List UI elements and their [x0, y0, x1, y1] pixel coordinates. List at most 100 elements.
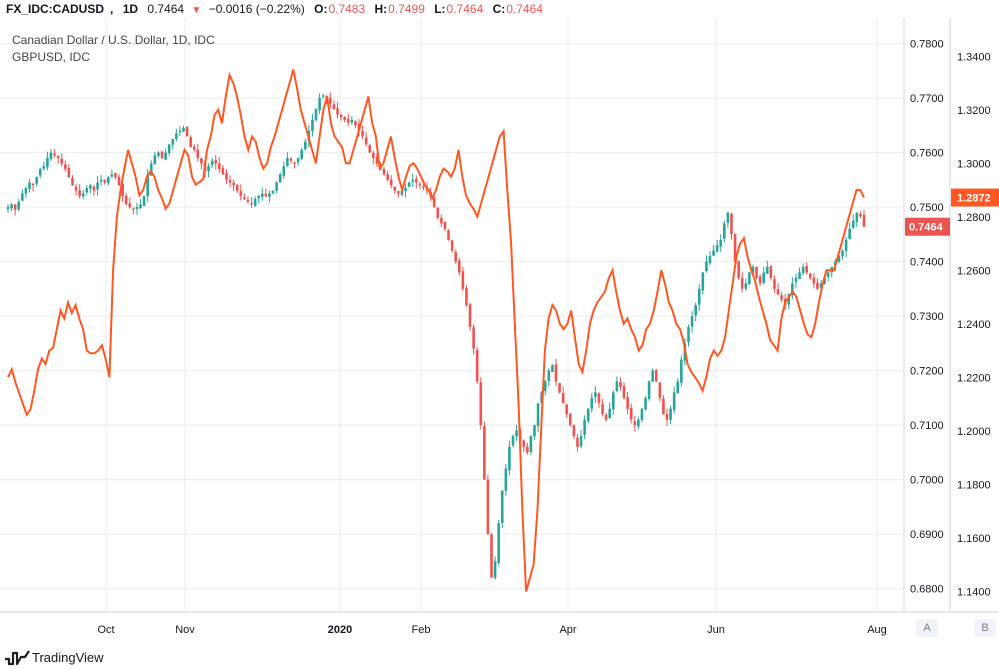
candle-body [60, 158, 64, 164]
candle-body [336, 108, 339, 115]
candle-body [422, 186, 425, 189]
candle-body [472, 327, 475, 349]
candle-body [851, 220, 855, 228]
candle-body [221, 167, 225, 175]
candle-body [142, 196, 146, 206]
candle-body [701, 272, 705, 291]
candle-body [389, 179, 393, 186]
candle-body [658, 382, 662, 398]
compare-series-legend[interactable]: GBPUSD, IDC [12, 50, 90, 64]
candle-body [526, 446, 529, 453]
candle-body [318, 98, 321, 111]
candle-body [350, 119, 354, 123]
candle-body [787, 294, 791, 305]
candle-body [687, 326, 690, 343]
candle-body [24, 188, 28, 194]
right-tick-label: 1.1600 [957, 533, 991, 545]
last-price: 0.7464 [147, 2, 185, 16]
candle-body [436, 207, 440, 218]
candle-body [619, 381, 622, 387]
candle-body [275, 182, 278, 191]
candle-body [99, 179, 103, 182]
symbol-separator: , [110, 2, 114, 16]
candle-body [268, 193, 271, 197]
candle-body [504, 468, 508, 491]
candle-body [232, 182, 235, 186]
open-value: 0.7483 [328, 2, 366, 16]
tradingview-brand[interactable]: TradingView [32, 650, 104, 665]
candle-body [296, 158, 300, 163]
tradingview-logo-icon[interactable] [4, 650, 30, 666]
candle-body [594, 392, 597, 397]
cadusd-last-value: 0.7464 [909, 222, 944, 234]
candle-body [723, 223, 726, 239]
candle-body [375, 157, 379, 164]
candle-body [314, 109, 318, 121]
candle-body [597, 393, 601, 404]
candle-body [372, 153, 375, 159]
footer: TradingView [0, 646, 999, 669]
right-tick-label: 1.2400 [957, 319, 991, 331]
candle-body [493, 561, 497, 578]
candle-body [569, 413, 572, 426]
interval-label[interactable]: 1D [122, 2, 139, 16]
candle-body [139, 204, 142, 208]
candle-body [604, 414, 608, 420]
candle-body [228, 180, 232, 183]
candle-body [271, 190, 275, 194]
time-tick-label: Jun [707, 624, 725, 636]
gbpusd-line [7, 69, 865, 592]
auto-scale-button[interactable]: A [916, 619, 938, 637]
candle-body [733, 233, 737, 262]
candle-body [533, 425, 536, 437]
candle-body [329, 97, 332, 104]
candle-body [511, 435, 515, 446]
low-value: 0.7464 [446, 2, 484, 16]
candle-body [332, 104, 336, 110]
left-tick-label: 0.6800 [910, 584, 944, 596]
candle-body [38, 168, 42, 176]
candle-body [157, 152, 160, 156]
candle-body [218, 163, 221, 169]
candle-body [572, 425, 576, 436]
candle-body [71, 178, 74, 186]
candle-body [615, 381, 619, 391]
right-price-axis[interactable]: 1.3400 1.3200 1.3000 1.2800 1.2600 1.2400 1.22… [957, 51, 991, 598]
candle-body [106, 177, 110, 184]
symbol-name[interactable]: FX_IDC:CADUSD [6, 2, 105, 16]
candle-body [440, 218, 443, 224]
candle-body [629, 407, 633, 420]
down-arrow-icon: ▼ [191, 5, 202, 16]
candle-body [622, 385, 626, 398]
candle-body [454, 251, 457, 262]
candle-body [672, 392, 676, 410]
candle-body [744, 283, 748, 289]
candle-body [773, 279, 776, 289]
left-price-axis[interactable]: 0.7800 0.7700 0.7600 0.7500 0.7400 0.7300 0.72… [910, 39, 944, 596]
candle-body [490, 534, 493, 578]
high-value: 0.7499 [388, 2, 425, 16]
candle-body [669, 408, 672, 420]
candle-body [586, 408, 590, 422]
candle-body [146, 174, 149, 197]
candle-body [644, 397, 647, 410]
candle-body [415, 179, 418, 183]
right-tick-label: 1.1400 [957, 586, 991, 598]
candle-body [418, 184, 422, 186]
candle-body [182, 128, 185, 132]
candle-body [225, 172, 228, 180]
time-axis[interactable]: Oct Nov 2020 Feb Apr Jun Aug [97, 624, 886, 636]
candle-body [124, 195, 128, 205]
candle-body [447, 230, 450, 240]
candle-body [339, 115, 343, 118]
candle-body [300, 149, 303, 159]
candle-body [515, 430, 518, 437]
compare-scale-button[interactable]: B [974, 619, 996, 637]
main-series-legend[interactable]: Canadian Dollar / U.S. Dollar, 1D, IDC [12, 33, 215, 47]
candle-body [536, 403, 540, 426]
price-chart[interactable]: Canadian Dollar / U.S. Dollar, 1D, IDC G… [0, 18, 999, 646]
candle-body [386, 174, 389, 180]
candle-body [160, 151, 164, 159]
candle-body [253, 198, 257, 206]
candle-body [364, 137, 368, 145]
